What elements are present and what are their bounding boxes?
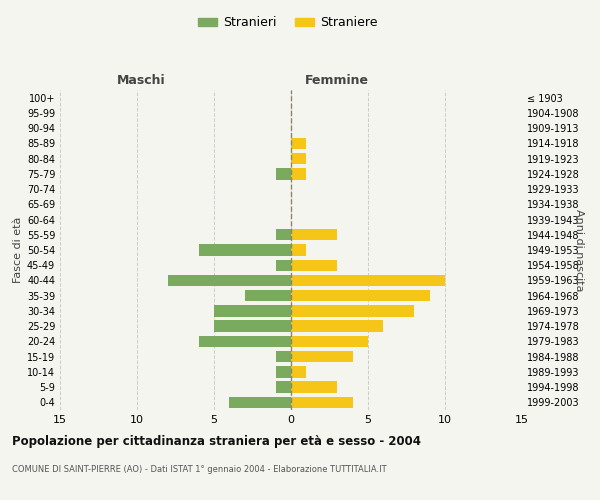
Bar [291,336,368,347]
Bar [291,366,307,378]
Bar [275,351,291,362]
Bar [168,275,291,286]
Bar [275,260,291,271]
Bar [291,229,337,240]
Bar [291,396,353,408]
Bar [199,336,291,347]
Y-axis label: Anni di nascita: Anni di nascita [574,209,584,291]
Bar [291,138,307,149]
Bar [291,351,353,362]
Legend: Stranieri, Straniere: Stranieri, Straniere [193,11,383,34]
Bar [291,244,307,256]
Bar [291,275,445,286]
Bar [291,382,337,393]
Bar [275,168,291,179]
Bar [291,168,307,179]
Text: Popolazione per cittadinanza straniera per età e sesso - 2004: Popolazione per cittadinanza straniera p… [12,435,421,448]
Y-axis label: Fasce di età: Fasce di età [13,217,23,283]
Bar [229,396,291,408]
Text: Maschi: Maschi [117,74,166,88]
Bar [199,244,291,256]
Bar [275,382,291,393]
Bar [291,260,337,271]
Bar [214,305,291,316]
Bar [214,320,291,332]
Text: Femmine: Femmine [304,74,368,88]
Bar [291,153,307,164]
Text: COMUNE DI SAINT-PIERRE (AO) - Dati ISTAT 1° gennaio 2004 - Elaborazione TUTTITAL: COMUNE DI SAINT-PIERRE (AO) - Dati ISTAT… [12,465,386,474]
Bar [291,290,430,302]
Bar [275,366,291,378]
Bar [291,320,383,332]
Bar [245,290,291,302]
Bar [291,305,414,316]
Bar [275,229,291,240]
